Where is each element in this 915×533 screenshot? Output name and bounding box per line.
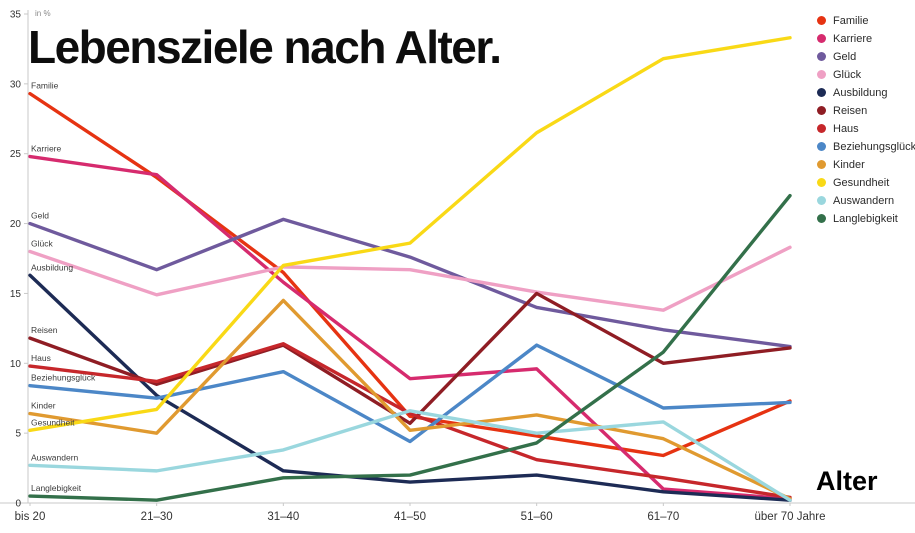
- legend-dot: [817, 124, 826, 133]
- series-label: Haus: [31, 353, 51, 363]
- legend-item: Kinder: [817, 158, 915, 171]
- x-tick-label: bis 20: [15, 511, 46, 523]
- series-label: Gesundheit: [31, 417, 75, 427]
- legend-label: Haus: [833, 122, 859, 135]
- series-label: Ausbildung: [31, 262, 73, 272]
- y-tick-label: 35: [10, 10, 22, 21]
- legend-dot: [817, 178, 826, 187]
- y-tick-label: 5: [15, 429, 21, 440]
- series-label: Auswandern: [31, 452, 79, 462]
- series-line-Geld: [28, 217, 792, 349]
- x-tick-label: 41–50: [394, 511, 426, 523]
- legend-label: Ausbildung: [833, 86, 888, 99]
- chart-title: Lebensziele nach Alter.: [28, 21, 502, 73]
- legend-dot: [817, 88, 826, 97]
- y-tick-label: 0: [15, 499, 21, 510]
- x-tick-label: über 70 Jahre: [755, 511, 826, 523]
- legend: Familie Karriere Geld Glück Ausbildung Reisen…: [817, 14, 915, 225]
- series-line-Familie: [28, 91, 792, 458]
- legend-item: Reisen: [817, 104, 915, 117]
- series-line-Haus: [28, 342, 792, 500]
- legend-item: Gesundheit: [817, 176, 915, 189]
- legend-dot: [817, 214, 826, 223]
- legend-item: Haus: [817, 122, 915, 135]
- series-line-Beziehungsglück: [28, 343, 792, 444]
- legend-item: Karriere: [817, 32, 915, 45]
- legend-label: Kinder: [833, 158, 865, 171]
- legend-label: Gesundheit: [833, 176, 890, 189]
- legend-dot: [817, 34, 826, 43]
- series-line-Kinder: [28, 298, 792, 501]
- y-tick-label: 10: [10, 359, 22, 370]
- legend-label: Geld: [833, 50, 857, 63]
- x-tick-label: 21–30: [141, 511, 173, 523]
- series-line-Gesundheit: [28, 36, 792, 433]
- series-label: Reisen: [31, 325, 58, 335]
- y-tick-label: 25: [10, 149, 22, 160]
- series-line-Glück: [28, 245, 792, 312]
- legend-label: Beziehungsglück: [833, 140, 915, 153]
- legend-item: Glück: [817, 68, 915, 81]
- y-tick-label: 15: [10, 289, 22, 300]
- legend-item: Langlebigkeit: [817, 212, 915, 225]
- legend-label: Reisen: [833, 104, 868, 117]
- legend-dot: [817, 70, 826, 79]
- series-label: Karriere: [31, 144, 62, 154]
- series-line-Ausbildung: [28, 273, 792, 502]
- legend-label: Karriere: [833, 32, 873, 45]
- legend-label: Auswandern: [833, 194, 895, 207]
- legend-label: Langlebigkeit: [833, 212, 898, 225]
- x-tick-label: 31–40: [267, 511, 299, 523]
- y-tick-label: 30: [10, 79, 22, 90]
- series-label: Glück: [31, 239, 53, 249]
- series-label: Langlebigkeit: [31, 483, 82, 493]
- legend-item: Ausbildung: [817, 86, 915, 99]
- legend-dot: [817, 106, 826, 115]
- y-axis-unit: in %: [35, 9, 51, 18]
- legend-item: Auswandern: [817, 194, 915, 207]
- legend-dot: [817, 142, 826, 151]
- legend-dot: [817, 52, 826, 61]
- series-label: Geld: [31, 211, 49, 221]
- series-label: Beziehungsglück: [31, 373, 96, 383]
- series-label: Familie: [31, 81, 59, 91]
- legend-item: Familie: [817, 14, 915, 27]
- legend-item: Beziehungsglück: [817, 140, 915, 153]
- series-line-Auswandern: [28, 409, 792, 502]
- x-tick-label: 51–60: [521, 511, 553, 523]
- legend-label: Glück: [833, 68, 862, 81]
- legend-dot: [817, 16, 826, 25]
- legend-label: Familie: [833, 14, 869, 27]
- series-line-Karriere: [28, 154, 792, 501]
- legend-item: Geld: [817, 50, 915, 63]
- legend-dot: [817, 196, 826, 205]
- series-line-Langlebigkeit: [28, 193, 792, 502]
- y-tick-label: 20: [10, 219, 22, 230]
- series-label: Kinder: [31, 401, 56, 411]
- series-line-Reisen: [28, 291, 792, 426]
- x-tick-label: 61–70: [647, 511, 679, 523]
- x-axis-title: Alter: [816, 466, 878, 496]
- legend-dot: [817, 160, 826, 169]
